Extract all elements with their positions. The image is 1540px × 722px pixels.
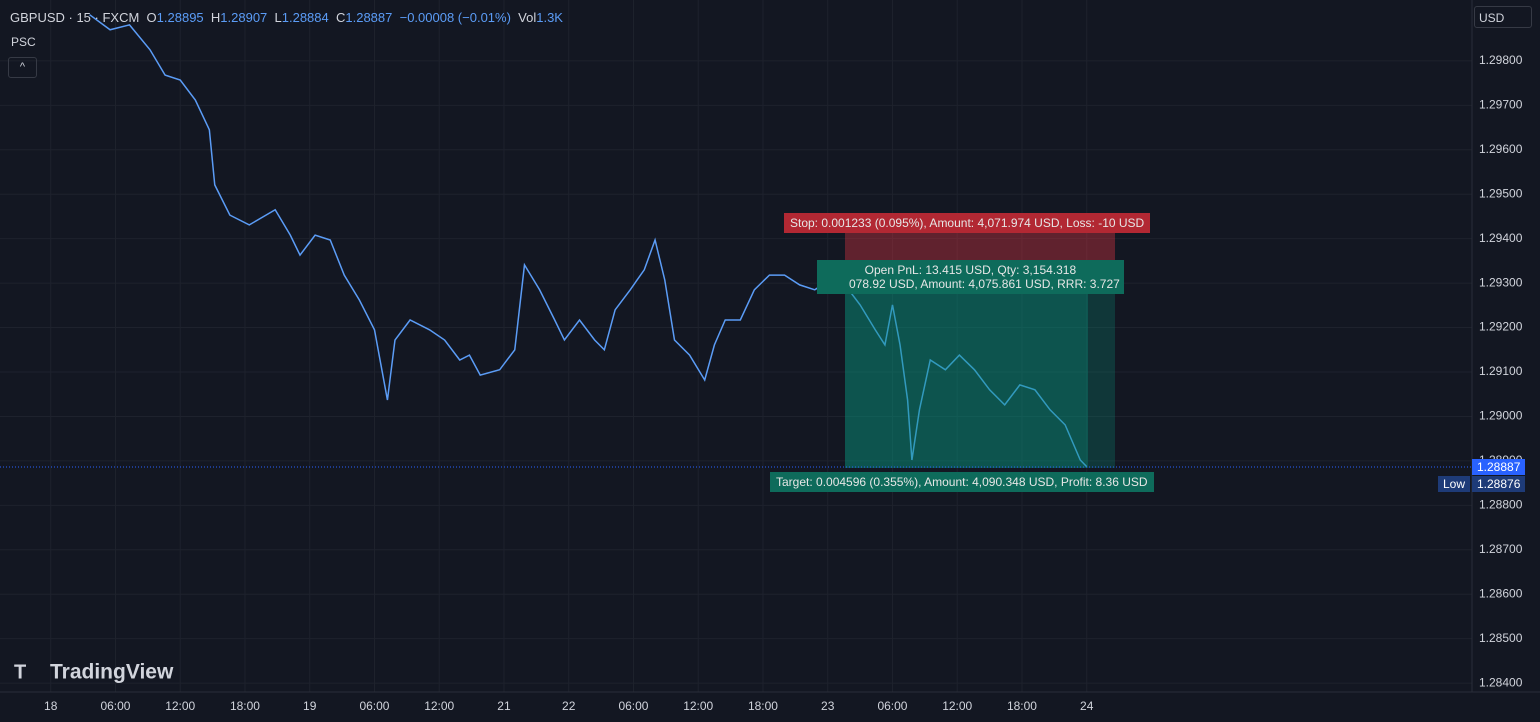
- x-tick-label: 22: [562, 699, 576, 713]
- low: 1.28884: [281, 10, 329, 25]
- y-tick-label: 1.29400: [1479, 231, 1523, 245]
- x-tick-label: 12:00: [683, 699, 713, 713]
- x-tick-label: 12:00: [942, 699, 972, 713]
- change: −0.00008 (−0.01%): [399, 10, 511, 25]
- y-tick-label: 1.28600: [1479, 586, 1523, 600]
- x-tick-label: 18:00: [748, 699, 778, 713]
- c-label: C: [335, 10, 346, 25]
- x-tick-label: 06:00: [618, 699, 648, 713]
- stop-label: Stop: 0.001233 (0.095%), Amount: 4,071.9…: [784, 213, 1151, 233]
- symbol-info: GBPUSD · 15 · FXCM O1.28895 H1.28907 L1.…: [10, 10, 563, 25]
- open: 1.28895: [156, 10, 204, 25]
- last-price-tag: 1.28887: [1472, 459, 1526, 475]
- y-tick-label: 1.28400: [1479, 675, 1523, 689]
- o-label: O: [146, 10, 157, 25]
- indicator[interactable]: PSC: [11, 35, 36, 49]
- y-tick-label: 1.28800: [1479, 498, 1523, 512]
- close: 1.28887: [345, 10, 393, 25]
- y-tick-label: 1.29700: [1479, 98, 1523, 112]
- x-tick-label: 24: [1080, 699, 1094, 713]
- y-tick-label: 1.29600: [1479, 142, 1523, 156]
- x-tick-label: 18: [44, 699, 58, 713]
- currency-button[interactable]: USD: [1474, 6, 1532, 28]
- y-tick-label: 1.28500: [1479, 631, 1523, 645]
- logo-icon: T: [14, 661, 26, 683]
- vol-label: Vol: [518, 10, 537, 25]
- x-tick-label: 06:00: [877, 699, 907, 713]
- price-line: [89, 14, 1088, 468]
- x-tick-label: 21: [497, 699, 511, 713]
- l-label: L: [274, 10, 282, 25]
- pnl-zone: [845, 275, 1088, 468]
- y-tick-label: 1.29300: [1479, 275, 1523, 289]
- open-pnl-label: Open PnL: 13.415 USD, Qty: 3,154.318 078.…: [817, 260, 1124, 294]
- x-tick-label: 12:00: [424, 699, 454, 713]
- x-tick-label: 18:00: [230, 699, 260, 713]
- y-tick-label: 1.28700: [1479, 542, 1523, 556]
- x-tick-label: 06:00: [100, 699, 130, 713]
- y-tick-label: 1.29200: [1479, 320, 1523, 334]
- x-tick-label: 23: [821, 699, 835, 713]
- y-tick-label: 1.29800: [1479, 53, 1523, 67]
- symbol[interactable]: GBPUSD · 15 · FXCM: [10, 10, 140, 25]
- collapse-button[interactable]: ^: [8, 57, 37, 78]
- high: 1.28907: [220, 10, 268, 25]
- h-label: H: [210, 10, 221, 25]
- price-axis-bg: [1472, 0, 1540, 722]
- x-tick-label: 19: [303, 699, 317, 713]
- x-tick-label: 06:00: [359, 699, 389, 713]
- low-label: Low: [1438, 476, 1471, 492]
- y-tick-label: 1.29000: [1479, 409, 1523, 423]
- x-tick-label: 18:00: [1007, 699, 1037, 713]
- risk: 078.92 USD, Amount: 4,075.861 USD, RRR: …: [849, 277, 1120, 291]
- target-zone: [845, 275, 1115, 468]
- target-label: Target: 0.004596 (0.355%), Amount: 4,090…: [770, 472, 1154, 492]
- volume: 1.3K: [536, 10, 563, 25]
- open-pnl: Open PnL: 13.415 USD, Qty: 3,154.318: [864, 263, 1077, 277]
- x-tick-label: 12:00: [165, 699, 195, 713]
- y-tick-label: 1.29500: [1479, 186, 1523, 200]
- y-tick-label: 1.29100: [1479, 364, 1523, 378]
- low-price-tag: 1.28876: [1472, 476, 1526, 492]
- logo: TradingView: [50, 661, 174, 684]
